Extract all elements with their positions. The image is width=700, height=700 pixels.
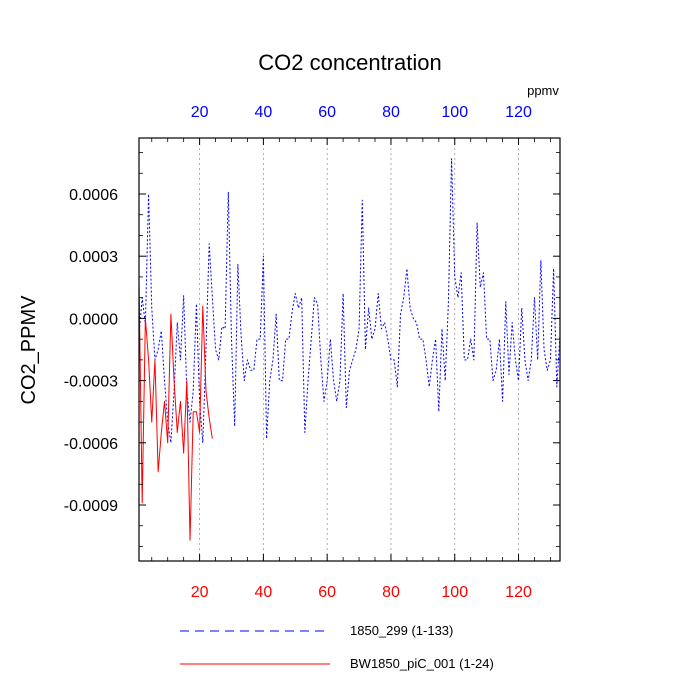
legend-label-bw1850: BW1850_piC_001 (1-24): [350, 656, 494, 671]
x-tick-label-bottom: 60: [318, 584, 336, 601]
x-tick-label-top: 100: [441, 104, 468, 121]
chart-title: CO2 concentration: [258, 50, 441, 75]
y-tick-label: 0.0006: [69, 187, 118, 204]
axis-tick-labels: 20 20 40 40 60 60 80 80 100 100 120 120 0.0006 0.0003…: [64, 104, 532, 601]
y-tick-label: -0.0003: [64, 374, 118, 391]
axis-ticks: [139, 138, 560, 561]
y-axis-label: CO2_PPMV: [18, 295, 40, 405]
x-tick-label-bottom: 20: [191, 584, 209, 601]
plot-frame: [138, 137, 561, 562]
x-tick-label-bottom: 40: [254, 584, 272, 601]
x-tick-label-top: 80: [382, 104, 400, 121]
x-tick-label-bottom: 80: [382, 584, 400, 601]
x-tick-label-top: 120: [505, 104, 532, 121]
series-line-1850-299: [138, 158, 561, 444]
series-layer: [138, 158, 561, 541]
x-tick-label-top: 20: [191, 104, 209, 121]
y-tick-label: -0.0009: [64, 498, 118, 515]
x-tick-label-bottom: 120: [505, 584, 532, 601]
x-tick-label-top: 60: [318, 104, 336, 121]
legend: 1850_299 (1-133) BW1850_piC_001 (1-24): [180, 623, 494, 671]
top-axis-units: ppmv: [527, 83, 559, 98]
x-tick-label-top: 40: [254, 104, 272, 121]
y-tick-label: 0.0003: [69, 249, 118, 266]
y-tick-label: 0.0000: [69, 311, 118, 328]
x-tick-label-bottom: 100: [441, 584, 468, 601]
legend-label-1850-299: 1850_299 (1-133): [350, 623, 453, 638]
gridlines: [199, 138, 519, 561]
series-line-bw1850-pic-001: [138, 281, 213, 541]
y-tick-label: -0.0006: [64, 436, 118, 453]
